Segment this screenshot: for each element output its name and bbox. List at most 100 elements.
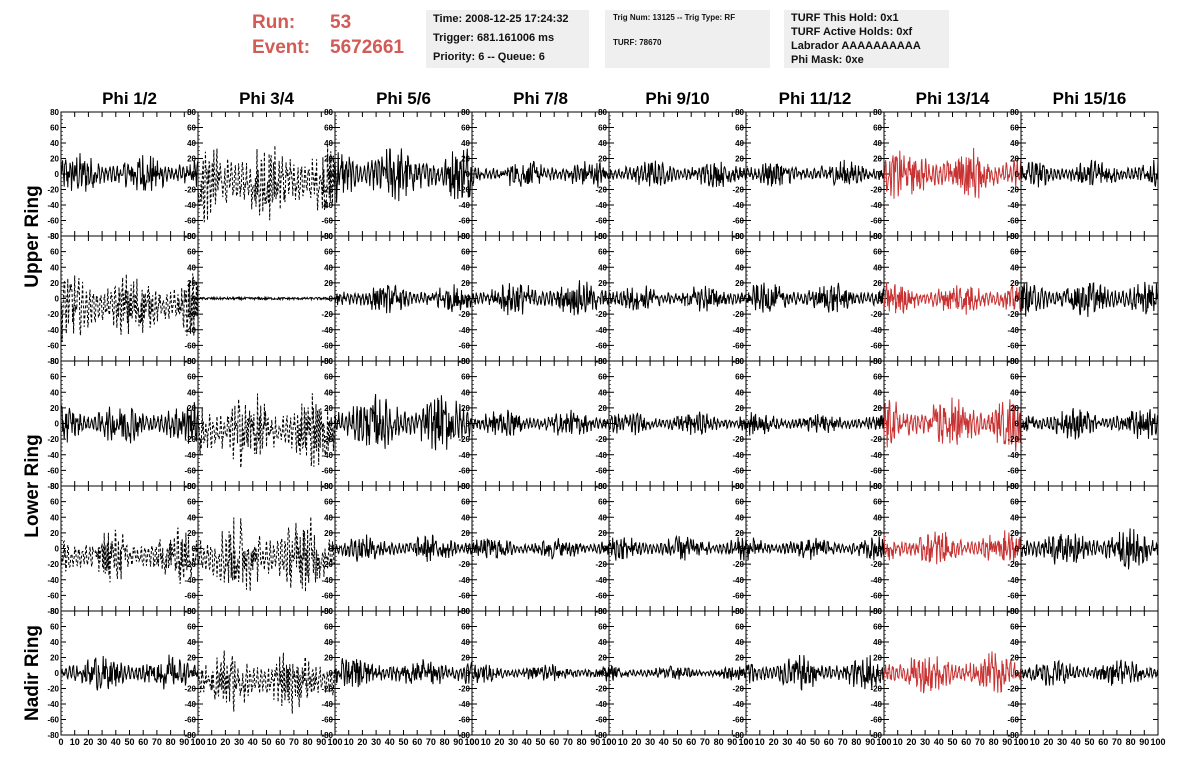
y-tick-label: -60 [732,217,744,226]
y-tick-label: 80 [598,482,607,491]
waveform-trace [1020,659,1159,686]
y-tick-label: 40 [187,263,196,272]
y-tick-label: -60 [47,716,59,725]
y-tick-label: 80 [50,607,59,616]
y-tick-label: 40 [598,139,607,148]
y-tick-label: 0 [740,170,745,179]
y-tick-label: 40 [50,638,59,647]
y-tick-label: 20 [187,404,196,413]
y-tick-label: -20 [458,310,470,319]
ring-label: Upper Ring [22,185,43,287]
y-tick-label: -20 [595,685,607,694]
turf-info-panel: TURF This Hold: 0x1 TURF Active Holds: 0… [784,10,949,68]
y-tick-label: 0 [466,545,471,554]
y-tick-label: 40 [324,513,333,522]
x-tick-label: 20 [769,737,779,747]
y-tick-label: 80 [461,108,470,117]
y-tick-label: -20 [47,685,59,694]
y-tick-label: 20 [324,404,333,413]
y-tick-label: -20 [458,435,470,444]
y-tick-label: -60 [595,217,607,226]
y-tick-label: 0 [878,295,883,304]
y-tick-label: 0 [329,545,334,554]
waveform-trace [1020,408,1159,440]
y-tick-label: 20 [873,279,882,288]
y-tick-label: 60 [598,498,607,507]
x-tick-label: 30 [371,737,381,747]
y-tick-label: 40 [1010,638,1019,647]
y-tick-label: 40 [461,263,470,272]
x-tick-label: 100 [601,737,616,747]
y-tick-label: 20 [461,529,470,538]
y-tick-label: -40 [458,451,470,460]
x-tick-label: 80 [1126,737,1136,747]
x-tick-label: 100 [738,737,753,747]
y-tick-label: 60 [324,248,333,257]
y-tick-label: -40 [732,451,744,460]
y-tick-label: 60 [50,124,59,133]
y-tick-label: 40 [1010,388,1019,397]
y-tick-label: 40 [735,263,744,272]
y-tick-label: -40 [595,576,607,585]
y-tick-label: -40 [870,700,882,709]
y-tick-label: 0 [740,295,745,304]
y-tick-label: 60 [50,623,59,632]
x-tick-label: 30 [508,737,518,747]
y-tick-label: 20 [461,404,470,413]
y-tick-label: 0 [55,295,60,304]
waveform-trace [197,295,336,302]
waveform-trace [60,402,199,444]
y-tick-label: 60 [461,248,470,257]
y-tick-label: -80 [595,731,607,740]
y-tick-label: 20 [598,279,607,288]
y-tick-label: 0 [603,295,608,304]
x-tick-label: 40 [796,737,806,747]
y-tick-label: -60 [184,341,196,350]
y-tick-label: -60 [1007,341,1019,350]
y-tick-label: -20 [184,685,196,694]
y-tick-label: 80 [1010,357,1019,366]
x-tick-label: 60 [961,737,971,747]
y-tick-label: -40 [1007,326,1019,335]
y-tick-label: 40 [735,139,744,148]
y-tick-label: -20 [47,186,59,195]
y-tick-label: 80 [598,607,607,616]
y-tick-label: -80 [321,731,333,740]
y-tick-label: -60 [458,591,470,600]
waveform-trace [197,145,336,223]
y-tick-label: -40 [595,326,607,335]
y-tick-label: 20 [735,654,744,663]
y-tick-label: 20 [1010,654,1019,663]
y-tick-label: 40 [187,513,196,522]
time-info-panel: Time: 2008-12-25 17:24:32 Trigger: 681.1… [426,10,589,68]
y-tick-label: -20 [1007,435,1019,444]
waveform-trace [1020,281,1159,318]
y-tick-label: -60 [321,591,333,600]
waveform-trace [883,651,1022,694]
column-header: Phi 5/6 [376,89,431,108]
y-tick-label: -60 [47,466,59,475]
y-tick-label: 40 [50,263,59,272]
x-tick-label: 40 [248,737,258,747]
y-tick-label: -80 [47,731,59,740]
y-tick-label: 80 [1010,108,1019,117]
x-tick-label: 20 [494,737,504,747]
x-tick-label: 50 [535,737,545,747]
x-tick-label: 60 [1098,737,1108,747]
waveform-trace [471,409,610,436]
y-tick-label: -60 [321,466,333,475]
x-tick-label: 40 [1071,737,1081,747]
y-tick-label: 80 [324,357,333,366]
y-tick-label: 20 [598,529,607,538]
waveform-trace [471,160,610,188]
x-tick-label: 40 [934,737,944,747]
